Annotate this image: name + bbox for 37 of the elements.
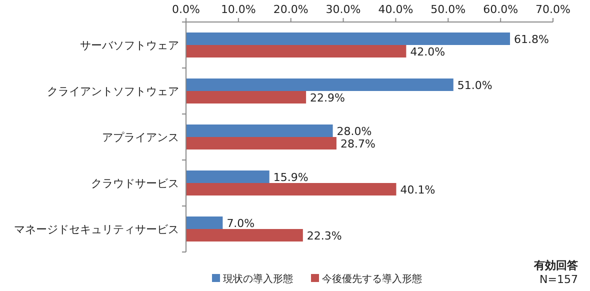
text: 有効回答 [533, 259, 579, 272]
x-tick-label: 70.0% [536, 3, 570, 16]
legend-label: 現状の導入形態 [223, 273, 293, 285]
bar [186, 32, 510, 45]
x-tick-label: 60.0% [483, 3, 518, 16]
x-tick-label: 0.0% [172, 3, 200, 16]
y-tick-label: アプライアンス [102, 131, 179, 144]
bar [186, 137, 336, 150]
data-label: 51.0% [457, 78, 492, 92]
data-label: 28.0% [336, 124, 372, 138]
y-tick-label: クラウドサービス [91, 177, 179, 190]
data-label: 15.9% [273, 170, 308, 184]
bar [186, 183, 396, 196]
bar [186, 78, 454, 91]
bar [186, 91, 306, 104]
x-tick-label: 30.0% [326, 3, 361, 16]
data-label: 22.9% [310, 91, 346, 104]
x-tick-label: 10.0% [220, 3, 256, 16]
y-tick-label: マネージドセキュリティサービス [14, 223, 179, 236]
bar [186, 45, 406, 58]
x-tick-label: 50.0% [430, 3, 466, 16]
data-label: 42.0% [410, 45, 446, 58]
x-tick-label: 40.0% [378, 3, 414, 16]
data-label: 28.7% [340, 137, 376, 150]
y-tick-label: サーバソフトウェア [80, 39, 179, 52]
bar [186, 229, 303, 242]
text: N=157 [540, 273, 578, 286]
data-label: 61.8% [514, 32, 549, 46]
data-label: 22.3% [306, 229, 342, 242]
x-tick-label: 20.0% [273, 3, 308, 16]
data-label: 40.1% [400, 183, 436, 196]
bar [186, 216, 223, 229]
bar [186, 170, 270, 183]
y-tick-label: クライアントソフトウェア [47, 85, 179, 98]
data-label: 7.0% [226, 216, 255, 230]
legend-label: 今後優先する導入形態 [322, 273, 422, 285]
bar [186, 124, 333, 137]
